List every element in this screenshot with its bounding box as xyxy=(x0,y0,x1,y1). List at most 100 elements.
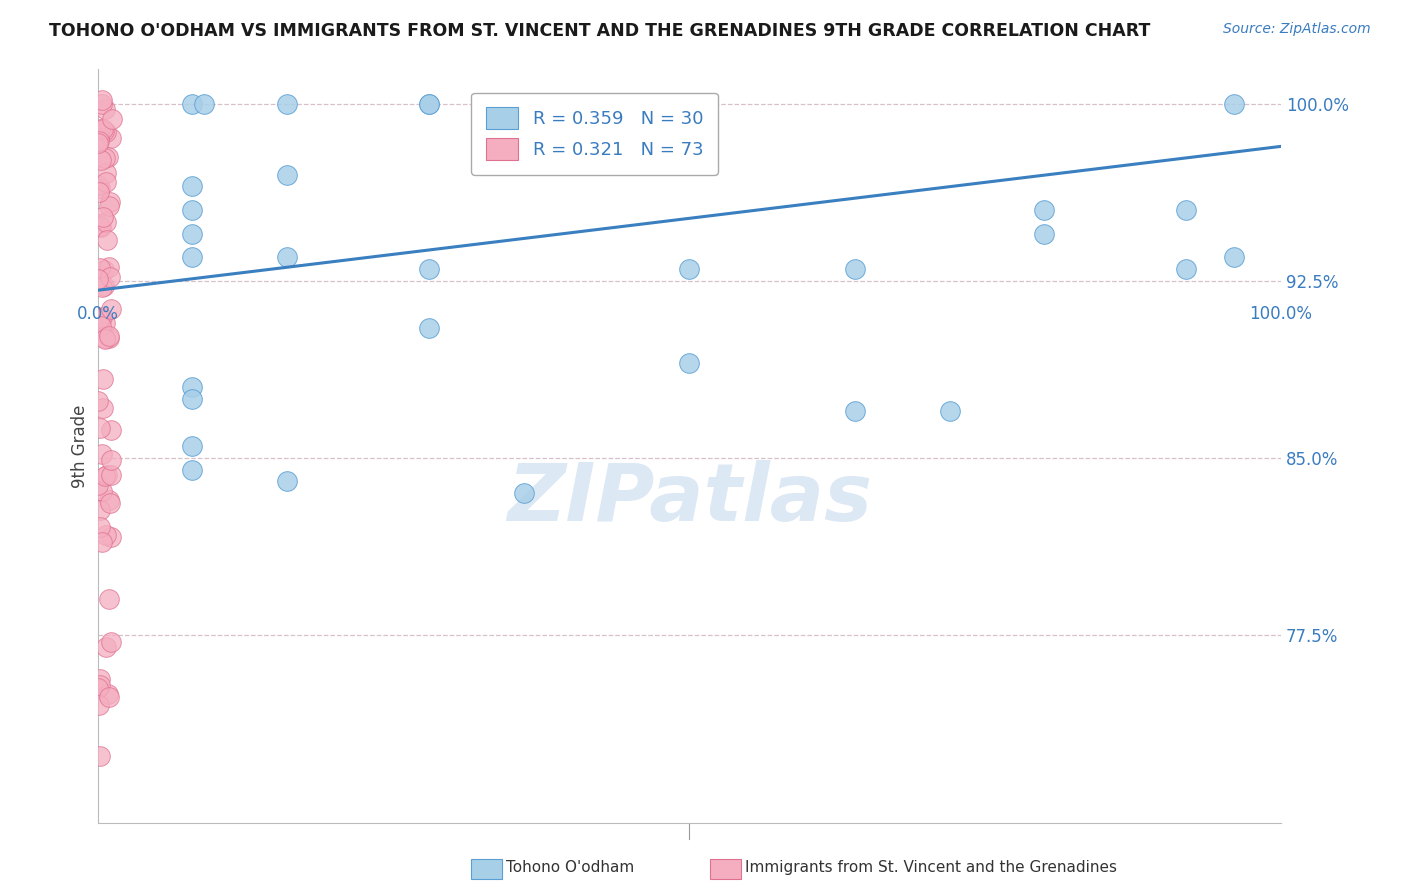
Point xyxy=(193,96,215,111)
Point xyxy=(90,153,112,168)
Point xyxy=(181,250,204,264)
Point xyxy=(418,96,440,111)
Point xyxy=(181,439,204,453)
Point xyxy=(100,495,122,509)
Point xyxy=(94,332,117,346)
Text: TOHONO O'ODHAM VS IMMIGRANTS FROM ST. VINCENT AND THE GRENADINES 9TH GRADE CORRE: TOHONO O'ODHAM VS IMMIGRANTS FROM ST. VI… xyxy=(49,22,1150,40)
Point xyxy=(97,198,120,212)
Point xyxy=(89,310,111,325)
Point xyxy=(512,486,534,500)
Point xyxy=(276,96,298,111)
Point xyxy=(89,503,111,517)
Point xyxy=(86,136,108,150)
Point xyxy=(1222,250,1244,264)
Point xyxy=(87,477,110,491)
Point xyxy=(418,262,440,277)
Point xyxy=(94,469,117,483)
Point xyxy=(678,356,700,370)
Point xyxy=(100,453,122,467)
Point xyxy=(96,233,118,247)
Text: ZIPatlas: ZIPatlas xyxy=(506,460,872,538)
Point xyxy=(90,310,112,325)
Point xyxy=(276,250,298,264)
Point xyxy=(91,535,114,549)
Point xyxy=(100,130,122,145)
Point xyxy=(90,93,112,107)
Point xyxy=(93,262,115,277)
Point xyxy=(89,181,111,195)
Point xyxy=(89,131,111,145)
Point xyxy=(90,483,112,498)
Point xyxy=(94,166,117,180)
Point xyxy=(181,203,204,218)
Point xyxy=(94,125,117,139)
Point xyxy=(1222,96,1244,111)
Point xyxy=(100,423,122,437)
Point xyxy=(418,321,440,335)
Point xyxy=(89,678,111,692)
Point xyxy=(98,194,121,209)
Point xyxy=(89,672,111,686)
Point xyxy=(87,681,110,696)
Point xyxy=(98,690,121,705)
Point xyxy=(181,462,204,476)
Point xyxy=(1033,227,1056,241)
Point xyxy=(181,227,204,241)
Text: Tohono O'odham: Tohono O'odham xyxy=(506,861,634,875)
Point xyxy=(1175,262,1198,277)
Point xyxy=(93,124,115,138)
Point xyxy=(844,403,866,417)
Point xyxy=(678,262,700,277)
Point xyxy=(89,421,111,435)
Point xyxy=(98,493,121,508)
Point xyxy=(89,748,111,763)
Point xyxy=(181,380,204,394)
Legend: R = 0.359   N = 30, R = 0.321   N = 73: R = 0.359 N = 30, R = 0.321 N = 73 xyxy=(471,93,718,175)
Text: 0.0%: 0.0% xyxy=(77,305,118,323)
Point xyxy=(276,475,298,489)
Point xyxy=(98,269,121,284)
Point xyxy=(181,96,204,111)
Point xyxy=(98,331,121,345)
Y-axis label: 9th Grade: 9th Grade xyxy=(72,404,89,488)
Point xyxy=(100,467,122,482)
Point xyxy=(418,96,440,111)
Point xyxy=(181,392,204,406)
Point xyxy=(98,591,121,606)
Point xyxy=(96,215,118,229)
Point xyxy=(87,178,110,192)
Point xyxy=(89,520,111,534)
Point xyxy=(90,318,112,333)
Point xyxy=(97,150,120,164)
Point xyxy=(938,403,960,417)
Point xyxy=(844,262,866,277)
Point xyxy=(91,372,114,386)
Point xyxy=(87,394,110,409)
Point xyxy=(100,112,122,127)
Point xyxy=(90,446,112,460)
Point xyxy=(94,103,117,117)
Point xyxy=(89,122,111,136)
Point xyxy=(87,186,110,200)
Point xyxy=(96,528,118,542)
Point xyxy=(91,121,114,136)
Point xyxy=(97,260,120,275)
Point xyxy=(89,219,111,233)
Point xyxy=(100,302,122,317)
Point xyxy=(93,279,115,293)
Point xyxy=(93,151,115,165)
Text: Immigrants from St. Vincent and the Grenadines: Immigrants from St. Vincent and the Gren… xyxy=(745,861,1118,875)
Point xyxy=(96,467,118,482)
Point xyxy=(87,698,110,712)
Point xyxy=(91,210,114,224)
Point xyxy=(94,640,117,655)
Point xyxy=(1033,203,1056,218)
Point xyxy=(90,219,112,234)
Text: Source: ZipAtlas.com: Source: ZipAtlas.com xyxy=(1223,22,1371,37)
Point xyxy=(94,316,117,330)
Point xyxy=(91,97,114,112)
Point xyxy=(89,260,111,275)
Point xyxy=(94,331,117,345)
Point xyxy=(87,272,110,286)
Point xyxy=(97,328,120,343)
